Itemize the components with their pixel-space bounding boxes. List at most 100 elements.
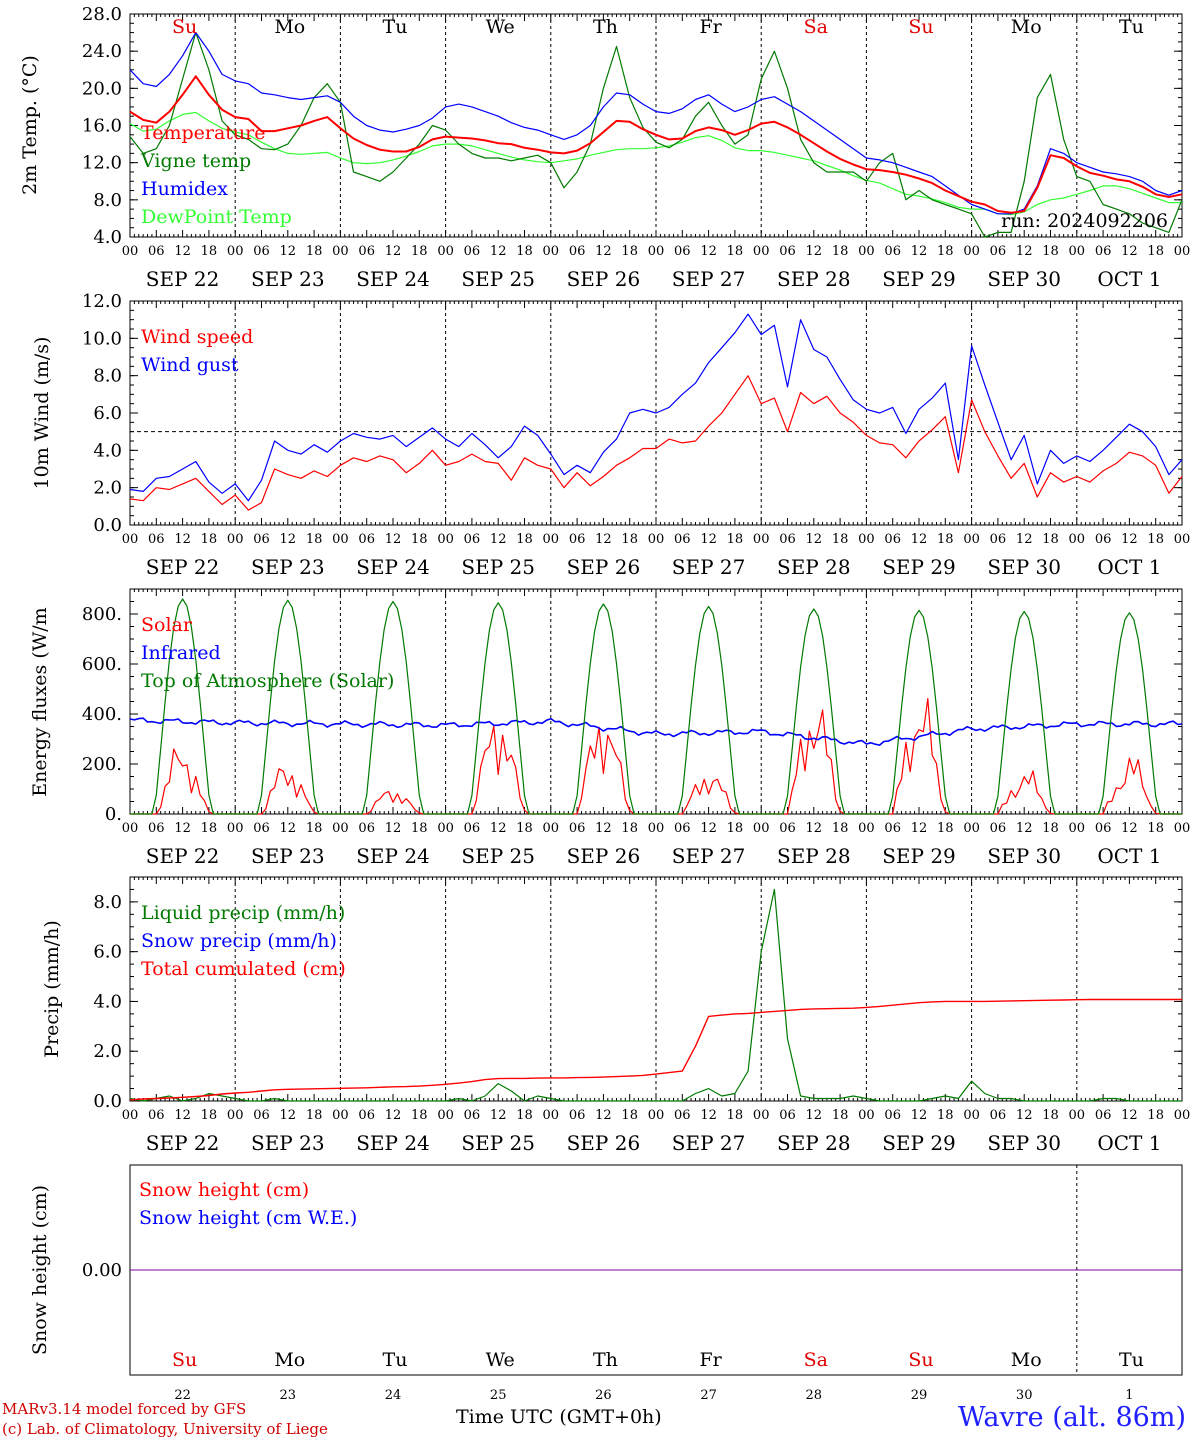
hour-label: 06 (779, 244, 796, 259)
y-tick-label: 12.0 (82, 291, 122, 312)
hour-label: 00 (858, 821, 875, 836)
y-tick-label: 28.0 (82, 4, 122, 25)
date-label: SEP 30 (987, 844, 1061, 868)
hour-label: 06 (674, 244, 691, 259)
date-label: SEP 26 (567, 267, 641, 291)
day-number-label: 26 (595, 1388, 612, 1403)
hour-label: 18 (1147, 244, 1164, 259)
hour-label: 06 (779, 532, 796, 547)
hour-label: 00 (1174, 244, 1191, 259)
credit-model: MARv3.14 model forced by GFS (2, 1400, 247, 1418)
hour-label: 18 (201, 821, 218, 836)
hour-label: 00 (963, 532, 980, 547)
hour-label: 00 (122, 532, 139, 547)
hour-label: 06 (148, 532, 165, 547)
date-label: SEP 24 (356, 844, 430, 868)
hour-label: 18 (1147, 821, 1164, 836)
date-label: OCT 1 (1097, 267, 1161, 291)
hour-label: 06 (779, 821, 796, 836)
hour-label: 12 (490, 821, 507, 836)
hour-label: 00 (1174, 821, 1191, 836)
hour-label: 12 (1016, 821, 1033, 836)
hour-label: 18 (727, 244, 744, 259)
hour-label: 12 (1121, 1108, 1138, 1123)
y-tick-label: 4.0 (93, 440, 122, 461)
weekday-label: Tu (383, 1349, 408, 1371)
hour-label: 00 (543, 1108, 560, 1123)
hour-label: 00 (648, 821, 665, 836)
hour-label: 18 (937, 532, 954, 547)
y-tick-label: 400. (82, 704, 122, 725)
hour-label: 18 (832, 1108, 849, 1123)
hour-label: 00 (332, 244, 349, 259)
hour-label: 12 (1121, 532, 1138, 547)
y-tick-label: 10.0 (82, 328, 122, 349)
hour-label: 06 (990, 1108, 1007, 1123)
weekday-label: Tu (1119, 16, 1144, 38)
y-tick-label: 0. (105, 804, 122, 825)
credit-lab: (c) Lab. of Climatology, University of L… (2, 1420, 328, 1438)
panel-5 (129, 1164, 1183, 1376)
date-label: SEP 30 (987, 555, 1061, 579)
weekday-label: Th (593, 16, 618, 38)
hour-label: 06 (148, 821, 165, 836)
hour-label: 18 (832, 821, 849, 836)
panel-1 (129, 13, 1183, 238)
hour-label: 06 (674, 1108, 691, 1123)
series-line (130, 598, 1182, 815)
hour-label: 06 (253, 244, 270, 259)
hour-label: 00 (648, 532, 665, 547)
y-axis-label: 10m Wind (m/s) (31, 337, 53, 490)
weekday-label: Mo (1011, 1349, 1042, 1371)
hour-label: 00 (543, 821, 560, 836)
day-number-label: 24 (385, 1388, 402, 1403)
date-label: SEP 25 (461, 1131, 535, 1155)
hour-label: 00 (648, 244, 665, 259)
y-tick-label: 2.0 (93, 1041, 122, 1062)
y-axis-label: Energy fluxes (W/m (29, 607, 51, 796)
hour-label: 06 (358, 821, 375, 836)
hour-label: 00 (858, 532, 875, 547)
weekday-label: Su (172, 16, 197, 38)
station-name: Wavre (alt. 86m) (958, 1402, 1186, 1433)
hour-label: 06 (358, 532, 375, 547)
hour-label: 18 (621, 1108, 638, 1123)
date-label: SEP 28 (777, 1131, 851, 1155)
date-label: SEP 22 (146, 267, 220, 291)
hour-label: 12 (911, 244, 928, 259)
hour-label: 06 (464, 532, 481, 547)
hour-label: 06 (253, 821, 270, 836)
hour-label: 06 (779, 1108, 796, 1123)
hour-label: 18 (1147, 1108, 1164, 1123)
hour-label: 18 (516, 1108, 533, 1123)
hour-label: 06 (1095, 1108, 1112, 1123)
y-tick-label: 0.0 (93, 515, 122, 536)
hour-label: 12 (1121, 244, 1138, 259)
legend-entry: Wind speed (141, 326, 253, 348)
hour-label: 00 (332, 532, 349, 547)
series-line (129, 313, 1183, 502)
date-label: SEP 27 (672, 555, 746, 579)
day-number-label: 1 (1125, 1388, 1133, 1403)
panel-frame (129, 13, 1183, 238)
hour-label: 00 (227, 532, 244, 547)
hour-label: 00 (543, 244, 560, 259)
hour-label: 18 (1042, 1108, 1059, 1123)
hour-label: 00 (1069, 532, 1086, 547)
hour-label: 00 (437, 532, 454, 547)
hour-label: 06 (358, 1108, 375, 1123)
day-number-label: 23 (280, 1388, 297, 1403)
legend-entry: Humidex (141, 178, 228, 200)
hour-label: 18 (832, 244, 849, 259)
hour-label: 06 (674, 821, 691, 836)
hour-label: 00 (753, 821, 770, 836)
hour-label: 18 (727, 821, 744, 836)
hour-label: 18 (201, 1108, 218, 1123)
hour-label: 00 (963, 244, 980, 259)
series-line (129, 32, 1183, 238)
hour-label: 00 (122, 1108, 139, 1123)
date-label: SEP 27 (672, 267, 746, 291)
weekday-label: Mo (274, 1349, 305, 1371)
hour-label: 18 (306, 1108, 323, 1123)
hour-label: 18 (201, 244, 218, 259)
